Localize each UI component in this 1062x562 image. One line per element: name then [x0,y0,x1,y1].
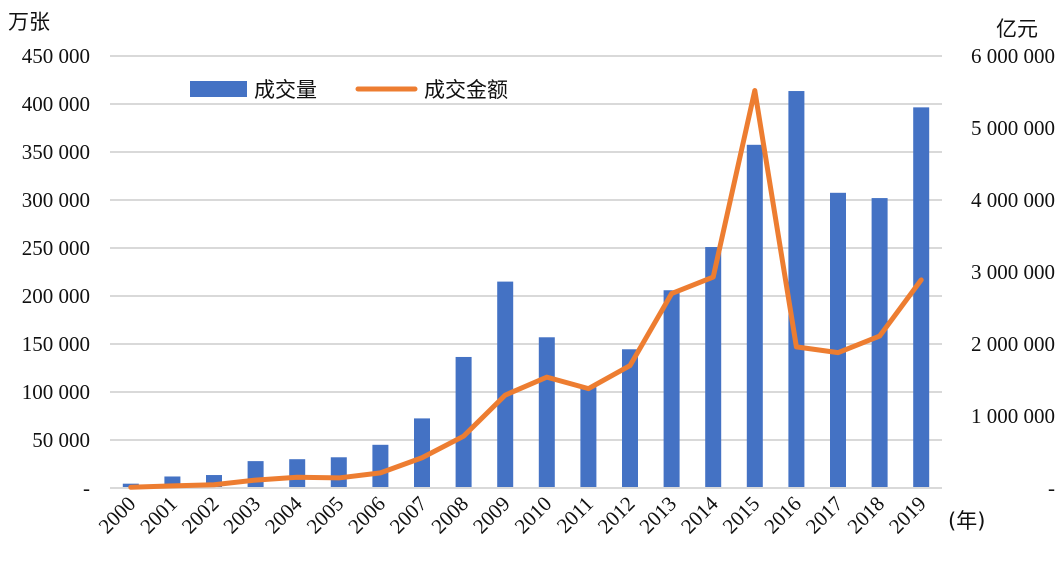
bar [455,356,472,488]
left-tick-label: 150 000 [22,332,90,356]
bar [705,247,722,488]
legend-bar-swatch [190,81,247,97]
x-tick-label: 2014 [676,491,723,538]
right-tick-label: 3 000 000 [971,260,1055,284]
x-axis-unit: (年) [948,509,985,533]
bar [497,281,514,488]
x-tick-label: 2018 [842,492,889,539]
x-tick-label: 2004 [260,491,307,538]
bar [414,418,430,488]
bar [372,444,389,488]
bar [580,387,597,488]
x-tick-label: 2019 [884,492,931,539]
left-tick-label: 400 000 [22,92,90,116]
left-axis-unit: 万张 [8,10,50,34]
x-tick-label: 2009 [468,492,515,539]
left-tick-label: - [83,476,90,500]
bar [788,91,805,488]
x-tick-label: 2012 [593,492,640,539]
bar [913,107,930,489]
right-tick-label: 2 000 000 [971,332,1055,356]
bar [871,198,888,488]
x-tick-label: 2017 [801,492,848,539]
right-tick-label: 5 000 000 [971,116,1055,140]
legend-bar-label: 成交量 [254,78,317,102]
left-tick-label: 200 000 [22,284,90,308]
bar [247,461,264,488]
x-tick-label: 2013 [634,492,681,539]
x-tick-label: 2005 [302,492,349,539]
bar [289,459,306,488]
left-tick-label: 50 000 [32,428,90,452]
bar [164,476,181,488]
legend-line-label: 成交金额 [424,78,508,102]
x-tick-label: 2000 [94,492,141,539]
left-tick-label: 300 000 [22,188,90,212]
right-tick-label: 4 000 000 [971,188,1055,212]
right-tick-label: - [1048,476,1055,500]
bar [622,349,638,488]
right-axis-unit: 亿元 [996,17,1038,41]
x-tick-label: 2010 [510,492,557,539]
x-tick-label: 2011 [552,492,598,538]
bar [663,290,680,488]
left-tick-label: 350 000 [22,140,90,164]
bar [538,337,555,488]
x-tick-label: 2002 [177,492,224,539]
left-tick-label: 100 000 [22,380,90,404]
bar [830,192,846,489]
x-tick-label: 2007 [385,492,432,539]
line-series [128,88,924,490]
x-tick-label: 2008 [426,492,473,539]
x-tick-label: 2006 [343,492,390,539]
right-tick-label: 1 000 000 [971,404,1055,428]
bar [330,457,347,488]
right-tick-label: 6 000 000 [971,44,1055,68]
x-tick-label: 2016 [759,492,806,539]
x-tick-label: 2015 [718,492,765,539]
left-tick-label: 450 000 [22,44,90,68]
x-tick-label: 2003 [218,492,265,539]
x-tick-label: 2001 [135,492,182,539]
bar [746,144,763,489]
left-tick-label: 250 000 [22,236,90,260]
